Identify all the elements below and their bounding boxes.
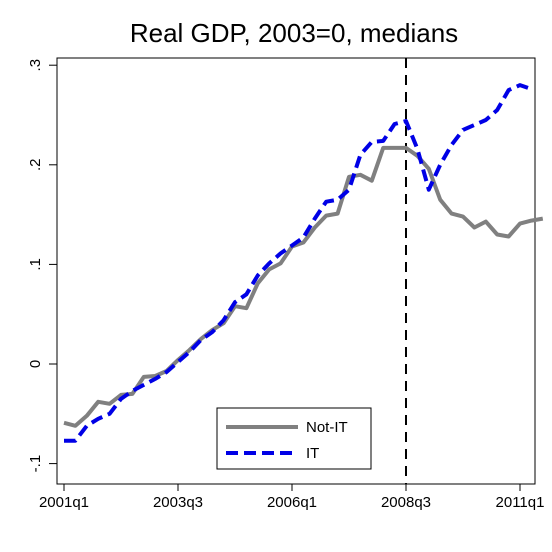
- x-tick-label: 2011q1: [496, 494, 545, 511]
- y-tick-label: .3: [27, 59, 44, 72]
- series-layer: [63, 83, 544, 443]
- y-tick-label: .1: [27, 258, 44, 271]
- legend: Not-IT IT: [216, 407, 372, 470]
- legend-label-it: IT: [306, 445, 319, 462]
- legend-label-not-it: Not-IT: [306, 419, 348, 436]
- x-tick-label: 2003q3: [153, 494, 203, 511]
- x-tick-label: 2006q1: [267, 494, 317, 511]
- series-line-not-it: [63, 145, 544, 428]
- y-axis: -.1 0 .1 .2 .3: [27, 59, 57, 472]
- y-tick-label: 0: [27, 360, 44, 368]
- x-tick-label: 2008q3: [381, 494, 431, 511]
- series-line-it: [64, 83, 533, 443]
- x-tick-label: 2001q1: [39, 494, 89, 511]
- y-tick-label: -.1: [27, 455, 44, 473]
- chart-title: Real GDP, 2003=0, medians: [130, 18, 458, 48]
- x-axis: 2001q1 2003q3 2006q1 2008q3 2011q1: [39, 484, 545, 511]
- y-tick-label: .2: [27, 159, 44, 172]
- legend-box: [216, 407, 372, 470]
